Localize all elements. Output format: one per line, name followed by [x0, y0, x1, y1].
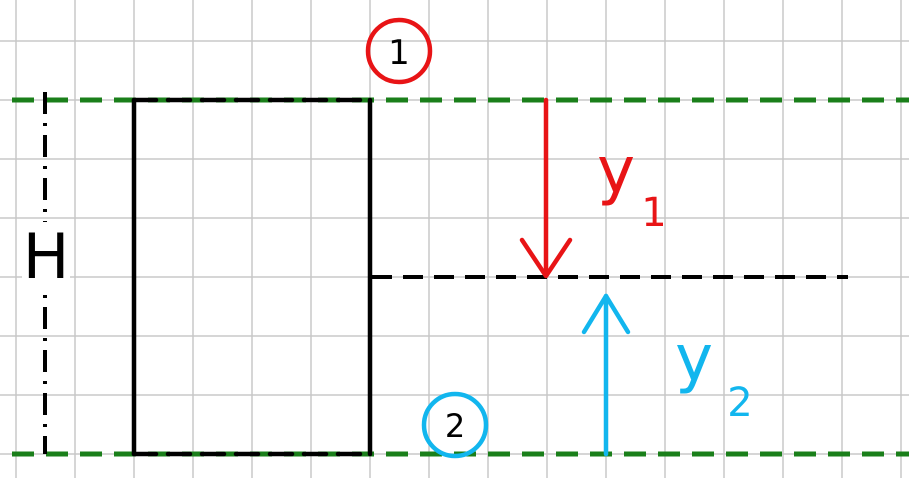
- y2-letter: y: [675, 322, 713, 396]
- y2-subscript: 2: [727, 380, 752, 426]
- y1-letter: y: [597, 134, 635, 208]
- vessel: [131, 97, 373, 457]
- section-1-label: 1: [388, 33, 410, 73]
- height-label-bg: [22, 222, 70, 286]
- y1-subscript: 1: [641, 190, 666, 236]
- arrow-down-icon: [519, 97, 573, 279]
- arrow-up-icon: [581, 293, 631, 457]
- section-1-circle: [365, 17, 433, 85]
- section-2-circle: [421, 391, 489, 459]
- section-2-label: 2: [445, 407, 465, 445]
- height-label: H: [23, 220, 70, 293]
